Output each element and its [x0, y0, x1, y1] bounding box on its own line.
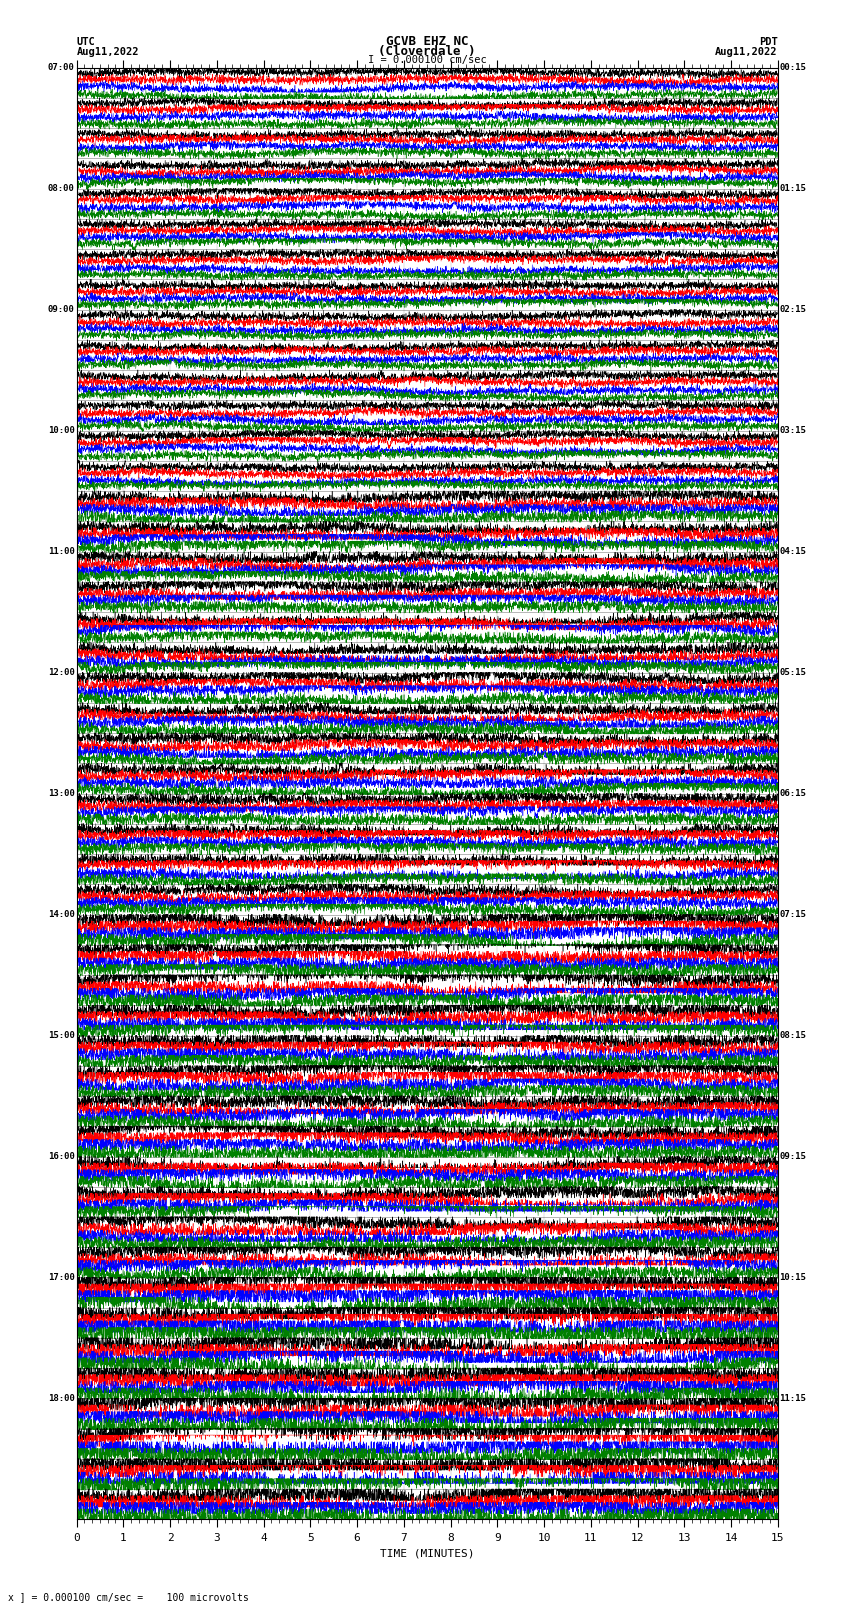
Text: 10:15: 10:15 [779, 1273, 807, 1282]
Text: 11:00: 11:00 [48, 547, 75, 556]
Text: 15:00: 15:00 [48, 1031, 75, 1040]
Text: 06:15: 06:15 [779, 789, 807, 798]
Text: 00:15: 00:15 [779, 63, 807, 73]
Text: 09:15: 09:15 [779, 1152, 807, 1161]
Text: 02:15: 02:15 [779, 305, 807, 315]
Text: Aug11,2022: Aug11,2022 [715, 47, 778, 56]
Text: 14:00: 14:00 [48, 910, 75, 919]
Text: 09:00: 09:00 [48, 305, 75, 315]
Text: 17:00: 17:00 [48, 1273, 75, 1282]
Text: 03:15: 03:15 [779, 426, 807, 436]
Text: x ] = 0.000100 cm/sec =    100 microvolts: x ] = 0.000100 cm/sec = 100 microvolts [8, 1592, 249, 1602]
X-axis label: TIME (MINUTES): TIME (MINUTES) [380, 1548, 474, 1558]
Text: I = 0.000100 cm/sec: I = 0.000100 cm/sec [368, 55, 486, 66]
Text: 07:00: 07:00 [48, 63, 75, 73]
Text: 16:00: 16:00 [48, 1152, 75, 1161]
Text: 04:15: 04:15 [779, 547, 807, 556]
Text: 01:15: 01:15 [779, 184, 807, 194]
Text: 10:00: 10:00 [48, 426, 75, 436]
Text: 05:15: 05:15 [779, 668, 807, 677]
Text: 18:00: 18:00 [48, 1394, 75, 1403]
Text: 08:00: 08:00 [48, 184, 75, 194]
Text: 11:15: 11:15 [779, 1394, 807, 1403]
Text: PDT: PDT [759, 37, 778, 47]
Text: 08:15: 08:15 [779, 1031, 807, 1040]
Text: UTC: UTC [76, 37, 95, 47]
Text: Aug11,2022: Aug11,2022 [76, 47, 139, 56]
Text: (Cloverdale ): (Cloverdale ) [378, 45, 476, 58]
Text: 07:15: 07:15 [779, 910, 807, 919]
Text: 13:00: 13:00 [48, 789, 75, 798]
Text: 12:00: 12:00 [48, 668, 75, 677]
Text: GCVB EHZ NC: GCVB EHZ NC [386, 34, 468, 48]
